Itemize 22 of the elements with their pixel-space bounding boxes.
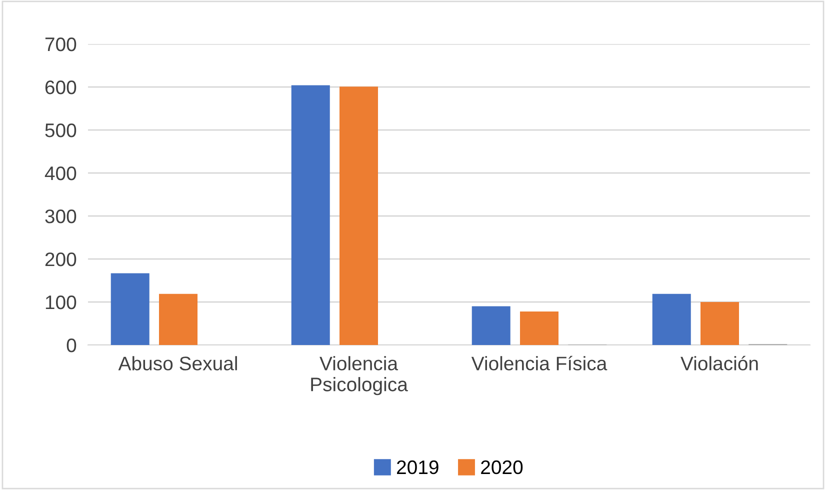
bar [110, 273, 150, 345]
y-tick-label: 600 [45, 80, 76, 94]
legend-label: 2019 [397, 460, 438, 474]
y-tick-label: 500 [45, 123, 76, 138]
y-tick-label: 400 [44, 166, 76, 180]
bar [158, 294, 198, 345]
bar [472, 306, 510, 345]
x-tick-label: Abuso Sexual [118, 356, 237, 370]
y-tick-label: 0 [66, 338, 76, 352]
x-tick-label: Violencia Física [471, 356, 608, 370]
bar [700, 302, 740, 345]
y-tick-label: 700 [45, 37, 76, 52]
bar [291, 85, 330, 345]
y-tick-label: 300 [45, 209, 76, 224]
bar [652, 294, 691, 345]
y-tick-label: 200 [45, 252, 76, 266]
x-tick-label: Violación [680, 356, 758, 370]
bar [339, 86, 378, 345]
y-tick-label: 100 [46, 295, 76, 310]
x-tick-label: Violencia Psicologica [311, 356, 408, 396]
bar [520, 311, 559, 345]
legend-label: 2020 [481, 460, 523, 474]
